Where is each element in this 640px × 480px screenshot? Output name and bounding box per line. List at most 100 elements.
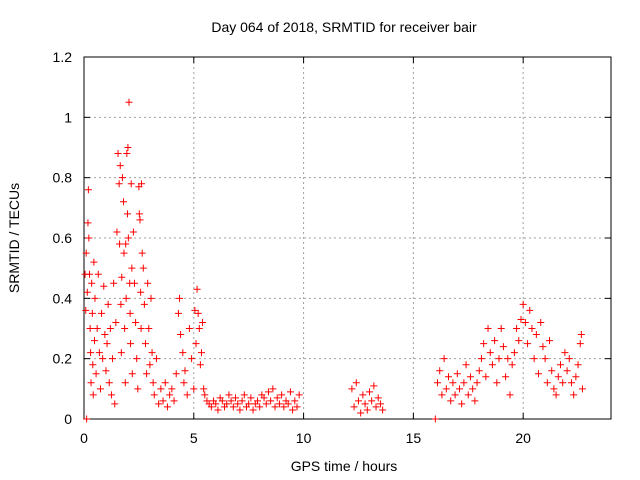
data-point (482, 373, 490, 381)
data-point (567, 379, 575, 387)
data-point (124, 234, 132, 242)
data-point (194, 309, 202, 317)
data-point (139, 264, 147, 272)
data-point (486, 349, 494, 357)
data-point (532, 331, 540, 339)
data-point (125, 98, 133, 106)
data-point (491, 337, 499, 345)
data-point (127, 340, 135, 348)
data-point (155, 400, 163, 408)
data-point (127, 180, 135, 188)
data-point (88, 279, 96, 287)
data-point (174, 309, 182, 317)
data-point (212, 400, 220, 408)
data-point (556, 361, 564, 369)
data-point (236, 406, 244, 414)
data-point (150, 391, 158, 399)
data-point (513, 325, 521, 332)
data-point (240, 391, 248, 399)
data-point (122, 240, 130, 248)
data-point (87, 379, 95, 387)
data-point (96, 385, 104, 393)
data-point (133, 355, 141, 363)
data-point (183, 391, 191, 399)
data-point (185, 325, 193, 332)
data-point (460, 379, 468, 387)
data-point (550, 385, 558, 393)
data-point (449, 379, 457, 387)
data-point (477, 355, 485, 363)
y-tick-label: 0.8 (53, 170, 73, 186)
data-point (372, 403, 380, 411)
data-point (122, 294, 130, 302)
x-tick-label: 0 (80, 430, 88, 446)
data-point (83, 415, 91, 423)
data-point (455, 385, 463, 393)
data-point (89, 391, 97, 399)
data-point (200, 385, 208, 393)
data-point (214, 406, 222, 414)
data-point (146, 361, 154, 369)
data-point (107, 391, 115, 399)
data-point (120, 198, 128, 206)
data-point (112, 318, 120, 326)
data-point (554, 373, 562, 381)
data-point (85, 234, 93, 242)
data-point (354, 397, 362, 405)
x-axis-label: GPS time / hours (291, 458, 398, 474)
data-point (134, 385, 142, 393)
data-point (363, 406, 371, 414)
data-point (104, 300, 112, 308)
data-point (438, 391, 446, 399)
y-tick-label: 1 (64, 109, 72, 125)
data-point (89, 361, 97, 369)
data-point (273, 394, 281, 402)
y-tick-label: 0.4 (53, 290, 73, 306)
data-point (109, 355, 117, 363)
data-point (126, 309, 134, 317)
data-point (114, 150, 122, 158)
data-point (464, 391, 472, 399)
data-point (115, 180, 123, 188)
data-point (144, 279, 152, 287)
data-point (161, 379, 169, 387)
data-point (95, 349, 103, 357)
data-point (286, 388, 294, 396)
data-point (379, 406, 387, 414)
data-point (528, 325, 536, 332)
data-point (93, 325, 101, 332)
data-point (181, 367, 189, 375)
data-point (147, 294, 155, 302)
data-point (577, 331, 585, 339)
data-point (176, 294, 184, 302)
data-point (552, 391, 560, 399)
data-point (521, 318, 529, 326)
data-point (105, 379, 113, 387)
data-point (493, 379, 501, 387)
data-point (116, 162, 124, 170)
data-point (247, 394, 255, 402)
data-point (570, 391, 578, 399)
data-point (546, 337, 554, 345)
data-point (508, 361, 516, 369)
data-point (138, 249, 146, 257)
data-point (515, 337, 523, 345)
data-point (543, 379, 551, 387)
data-point (91, 337, 99, 345)
data-point (451, 391, 459, 399)
x-tick-label: 20 (515, 430, 531, 446)
data-point (179, 349, 187, 357)
data-point (135, 210, 143, 218)
data-point (225, 391, 233, 399)
data-point (157, 385, 165, 393)
data-point (143, 370, 151, 378)
data-point (565, 355, 573, 363)
data-point (497, 325, 505, 332)
data-point (120, 249, 128, 257)
data-point (526, 306, 534, 314)
data-point (249, 406, 257, 414)
data-point (578, 385, 586, 393)
data-point (539, 343, 547, 351)
x-tick-label: 15 (406, 430, 422, 446)
